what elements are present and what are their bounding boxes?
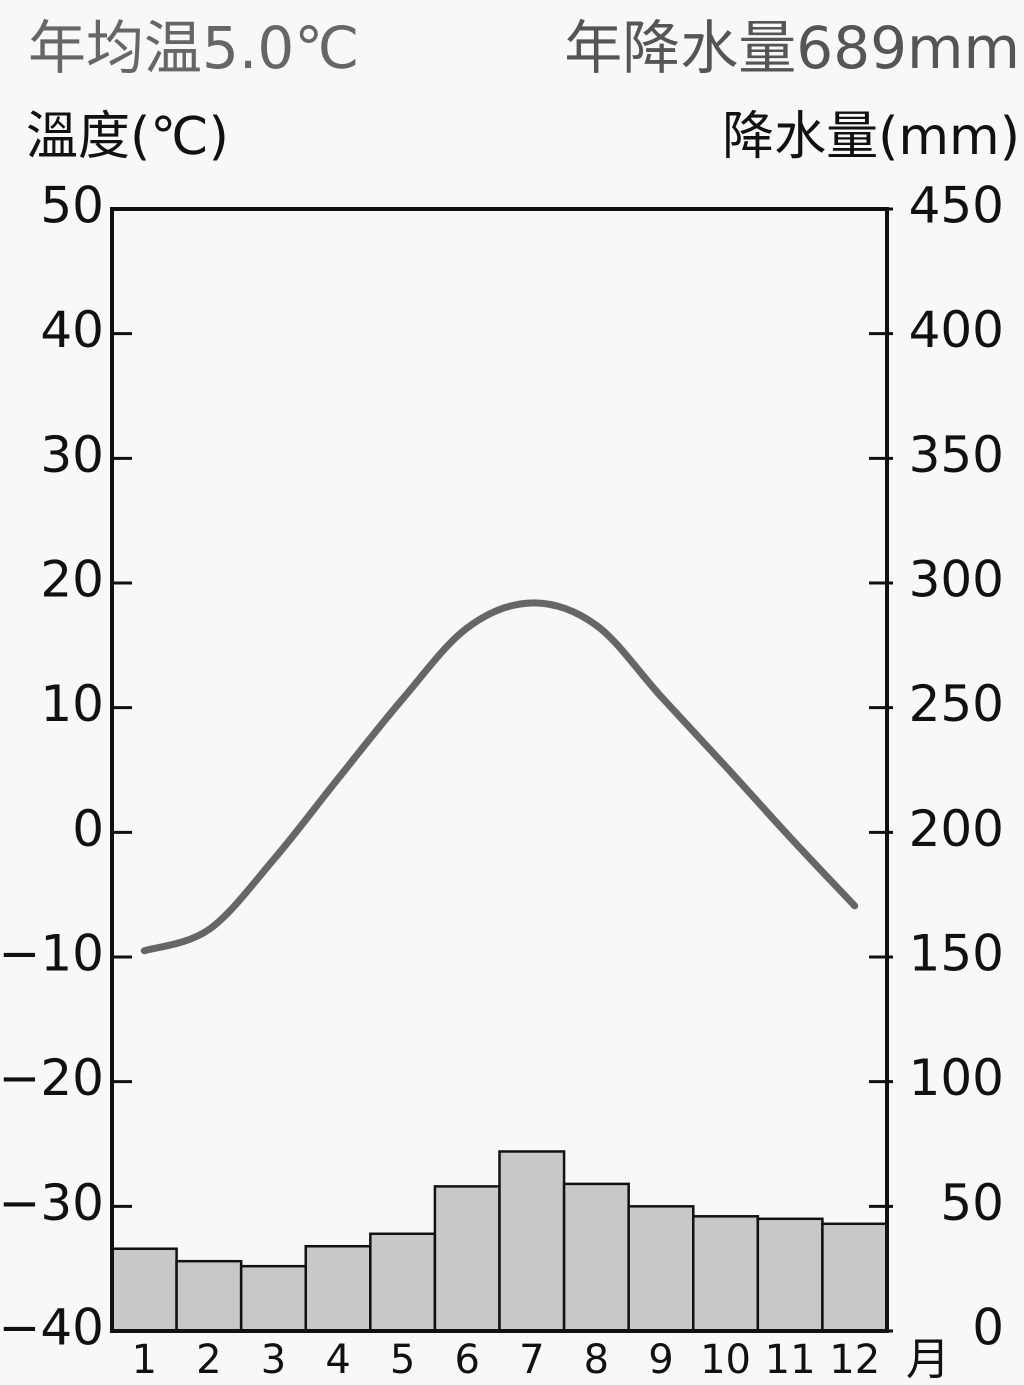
chart-subtitle: 年降水量689mm bbox=[564, 14, 1020, 82]
y2-tick-label: 200 bbox=[909, 800, 1004, 858]
x-tick-label: 1 bbox=[132, 1337, 157, 1383]
bar bbox=[756, 1217, 824, 1333]
x-tick-label: 4 bbox=[325, 1337, 350, 1383]
y-tick-label: −30 bbox=[0, 1174, 104, 1232]
x-tick-label: 11 bbox=[765, 1337, 816, 1383]
y2-axis-label: 降水量(mm) bbox=[722, 107, 1020, 167]
y2-tick-label: 400 bbox=[909, 301, 1004, 359]
y-tick-label: 0 bbox=[72, 800, 104, 858]
y2-tick-label: 350 bbox=[909, 426, 1004, 484]
y-tick-label: −20 bbox=[0, 1049, 104, 1107]
bar bbox=[304, 1244, 372, 1333]
y2-tick-label: 50 bbox=[940, 1174, 1004, 1232]
bar bbox=[821, 1222, 889, 1333]
y2-tick-label: 250 bbox=[909, 675, 1004, 733]
x-tick-label: 2 bbox=[196, 1337, 221, 1383]
bar bbox=[369, 1232, 437, 1333]
bar bbox=[110, 1247, 178, 1333]
y-tick-label: 20 bbox=[40, 551, 104, 609]
y-tick-label: 30 bbox=[40, 426, 104, 484]
bar bbox=[692, 1215, 760, 1333]
chart-title: 年均温5.0℃ bbox=[28, 14, 359, 82]
bar bbox=[175, 1259, 243, 1333]
plot-frame bbox=[110, 207, 889, 1333]
x-tick-label: 9 bbox=[648, 1337, 673, 1383]
y2-tick-label: 0 bbox=[972, 1299, 1004, 1357]
x-axis-unit: 月 bbox=[906, 1334, 950, 1385]
y2-tick-label: 300 bbox=[909, 551, 1004, 609]
y2-tick-label: 150 bbox=[909, 925, 1004, 983]
bar bbox=[433, 1185, 501, 1333]
bar bbox=[627, 1205, 695, 1333]
x-tick-label: 5 bbox=[390, 1337, 415, 1383]
y-tick-label: 50 bbox=[40, 177, 104, 235]
y-tick-label: 40 bbox=[40, 301, 104, 359]
y-tick-label: 10 bbox=[40, 675, 104, 733]
y-tick-label: −40 bbox=[0, 1299, 104, 1357]
y2-tick-label: 450 bbox=[909, 177, 1004, 235]
x-tick-label: 10 bbox=[700, 1337, 751, 1383]
bar bbox=[239, 1264, 308, 1333]
bar bbox=[498, 1150, 566, 1333]
x-tick-label: 3 bbox=[261, 1337, 286, 1383]
temperature-line bbox=[140, 599, 859, 955]
y-tick-label: −10 bbox=[0, 925, 104, 983]
x-tick-label: 8 bbox=[584, 1337, 609, 1383]
x-tick-label: 7 bbox=[519, 1337, 544, 1383]
y2-tick-label: 100 bbox=[909, 1049, 1004, 1107]
x-tick-label: 6 bbox=[454, 1337, 479, 1383]
y-axis-label: 溫度(℃) bbox=[26, 107, 229, 167]
x-tick-label: 12 bbox=[829, 1337, 880, 1383]
bar bbox=[562, 1182, 630, 1333]
